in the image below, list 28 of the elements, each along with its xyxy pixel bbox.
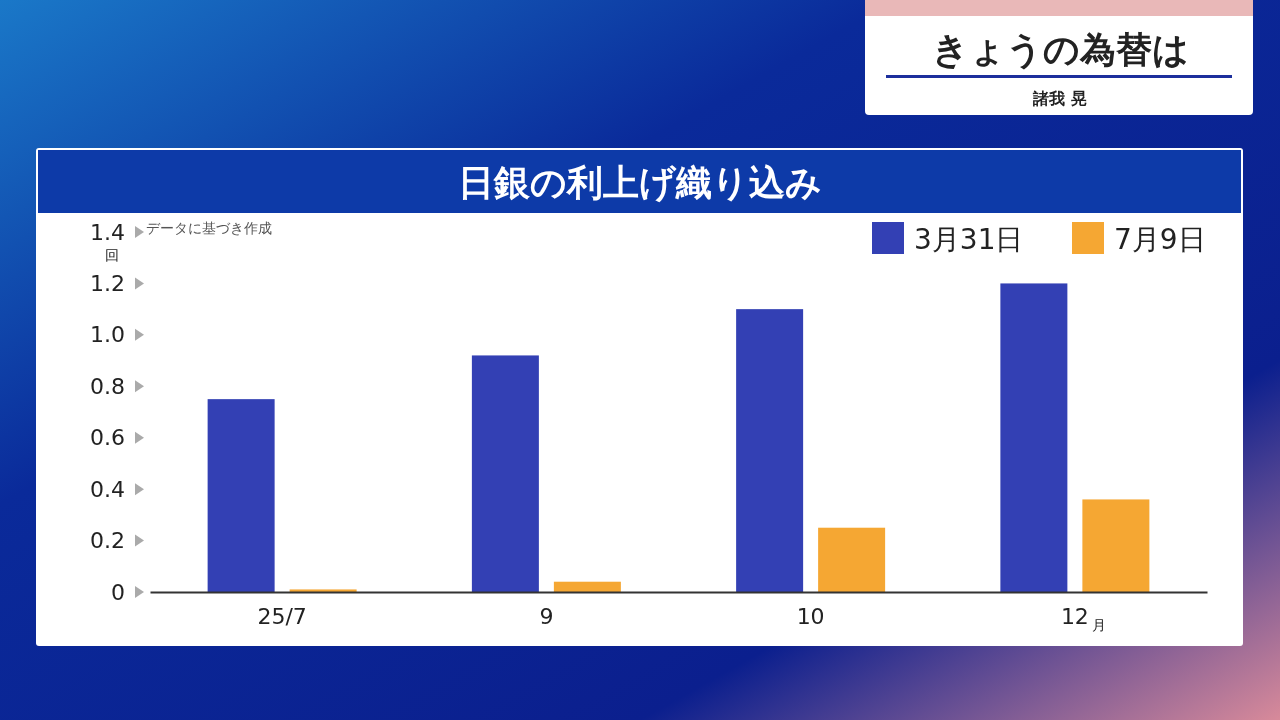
y-tick-label: 0 (111, 579, 125, 605)
annotation: データに基づき作成 (146, 220, 272, 236)
x-tick-label: 9 (539, 603, 554, 629)
y-axis-title: 回 (105, 247, 119, 263)
bar (471, 355, 539, 592)
y-tick-label: 0.4 (90, 476, 125, 502)
legend-label: 7月9日 (1114, 223, 1206, 256)
y-tick-label: 1.0 (90, 322, 125, 348)
y-tick-label: 0.6 (90, 425, 125, 451)
bar (553, 581, 621, 592)
legend-label: 3月31日 (914, 223, 1024, 256)
chart-title: 日銀の利上げ織り込み (458, 162, 822, 203)
bar (818, 527, 886, 592)
x-axis-title: 月 (1091, 617, 1106, 633)
bar (289, 589, 357, 592)
y-tick-label: 1.2 (90, 270, 125, 296)
bar (1000, 283, 1068, 592)
y-tick-label: 0.2 (90, 528, 125, 554)
bar (1082, 499, 1150, 592)
text: 諸我 晃 (1032, 89, 1087, 108)
y-tick-label: 1.4 (90, 219, 125, 245)
y-tick-label: 0.8 (90, 373, 125, 399)
bar (207, 399, 275, 592)
bar (736, 309, 804, 592)
text: きょうの為替は (931, 29, 1189, 70)
x-tick-label: 12 (1060, 603, 1089, 629)
x-tick-label: 10 (796, 603, 825, 629)
x-tick-label: 25/7 (257, 603, 307, 629)
